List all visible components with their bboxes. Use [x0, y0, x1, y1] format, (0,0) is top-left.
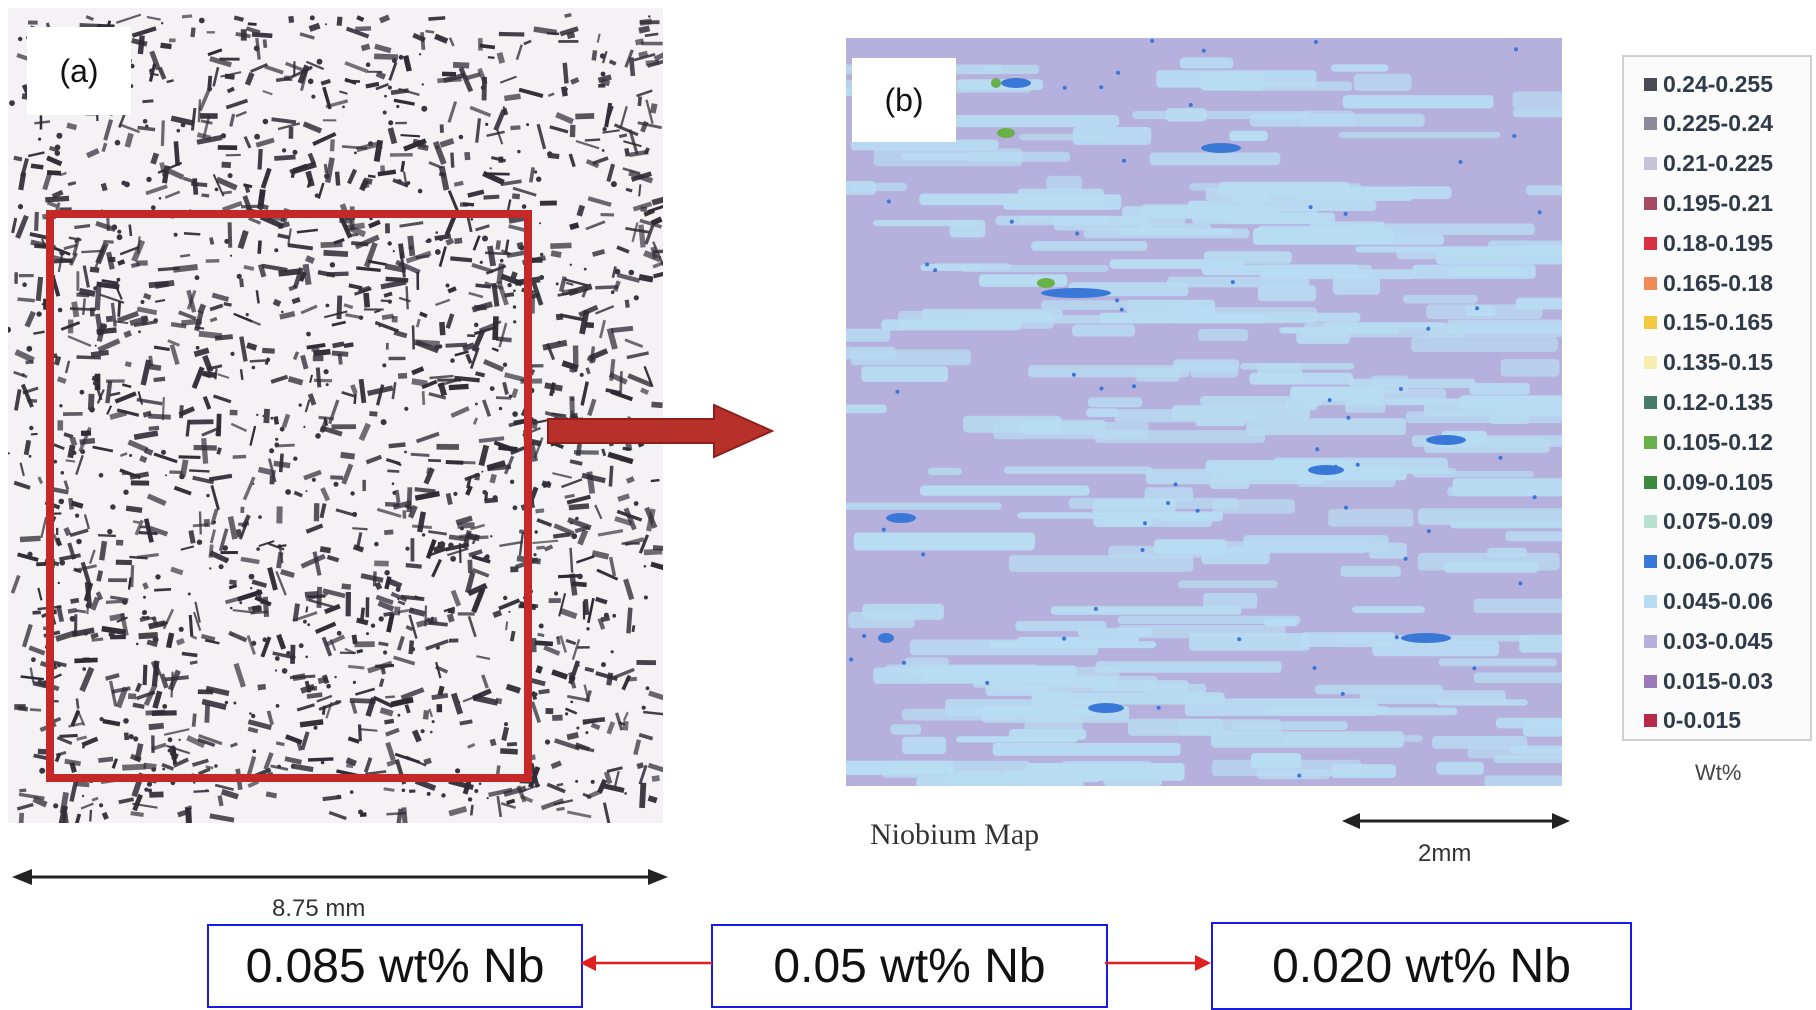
- map-caption: Niobium Map: [870, 818, 1040, 851]
- legend-item: 0.06-0.075: [1644, 547, 1773, 577]
- legend-swatch: [1644, 515, 1657, 529]
- legend-item: 0.015-0.03: [1644, 666, 1773, 696]
- highlight-box: [46, 210, 532, 782]
- legend-swatch: [1644, 435, 1657, 449]
- panel-a-tag: (a): [27, 27, 131, 115]
- legend-swatch: [1644, 236, 1657, 250]
- legend-item: 0.195-0.21: [1644, 188, 1773, 218]
- legend-label: 0.24-0.255: [1663, 70, 1773, 97]
- legend-swatch: [1644, 316, 1657, 330]
- legend-swatch: [1644, 117, 1657, 131]
- legend-label: 0.105-0.12: [1663, 428, 1773, 455]
- legend-label: 0.135-0.15: [1663, 349, 1773, 376]
- legend-item: 0.135-0.15: [1644, 348, 1773, 378]
- legend-label: 0.015-0.03: [1663, 667, 1773, 694]
- scale-label-a: 8.75 mm: [272, 895, 366, 922]
- legend-label: 0.15-0.165: [1663, 309, 1773, 336]
- legend-swatch: [1644, 196, 1657, 210]
- legend-label: 0-0.015: [1663, 707, 1742, 734]
- legend-label: 0.03-0.045: [1663, 627, 1773, 654]
- legend-swatch: [1644, 674, 1657, 688]
- legend-item: 0-0.015: [1644, 706, 1741, 736]
- legend-label: 0.12-0.135: [1663, 388, 1773, 415]
- scale-bar-a: [12, 869, 668, 885]
- nb-box-center: 0.05 wt% Nb: [711, 924, 1108, 1008]
- panel-b-tag: (b): [852, 58, 956, 142]
- legend-item: 0.18-0.195: [1644, 228, 1773, 258]
- scale-bar-b: [1342, 813, 1570, 829]
- legend-label: 0.195-0.21: [1663, 189, 1773, 216]
- legend-label: 0.18-0.195: [1663, 229, 1773, 256]
- niobium-map: [846, 38, 1562, 786]
- legend-label: 0.045-0.06: [1663, 587, 1773, 614]
- legend-label: 0.06-0.075: [1663, 548, 1773, 575]
- legend-label: 0.21-0.225: [1663, 150, 1773, 177]
- scale-label-b: 2mm: [1418, 840, 1472, 867]
- legend-item: 0.15-0.165: [1644, 308, 1773, 338]
- legend-item: 0.24-0.255: [1644, 69, 1773, 99]
- legend-swatch: [1644, 714, 1657, 728]
- micrograph-panel: [8, 8, 663, 823]
- legend-swatch: [1644, 555, 1657, 569]
- legend-item: 0.09-0.105: [1644, 467, 1773, 497]
- legend-item: 0.165-0.18: [1644, 268, 1773, 298]
- link-arrow-left: [580, 955, 712, 971]
- legend-label: 0.225-0.24: [1663, 110, 1773, 137]
- nb-box-right: 0.020 wt% Nb: [1211, 922, 1632, 1010]
- niobium-map-image: [846, 38, 1562, 786]
- legend-item: 0.045-0.06: [1644, 586, 1773, 616]
- legend-swatch: [1644, 157, 1657, 171]
- legend-item: 0.21-0.225: [1644, 149, 1773, 179]
- legend-swatch: [1644, 356, 1657, 370]
- legend-swatch: [1644, 594, 1657, 608]
- legend-label: 0.075-0.09: [1663, 508, 1773, 535]
- legend-item: 0.12-0.135: [1644, 387, 1773, 417]
- legend-item: 0.075-0.09: [1644, 507, 1773, 537]
- legend-unit: Wt%: [1695, 760, 1742, 785]
- legend-item: 0.105-0.12: [1644, 427, 1773, 457]
- link-arrow-right: [1105, 955, 1211, 971]
- nb-box-left: 0.085 wt% Nb: [207, 924, 583, 1008]
- legend-swatch: [1644, 475, 1657, 489]
- legend-swatch: [1644, 395, 1657, 409]
- legend-label: 0.165-0.18: [1663, 269, 1773, 296]
- legend-item: 0.03-0.045: [1644, 626, 1773, 656]
- micrograph-image: [8, 12, 663, 823]
- right-arrow: [547, 403, 775, 459]
- legend-item: 0.225-0.24: [1644, 109, 1773, 139]
- legend-swatch: [1644, 276, 1657, 290]
- legend-swatch: [1644, 634, 1657, 648]
- legend: 0.24-0.255 0.225-0.24 0.21-0.225 0.195-0.21…: [1622, 55, 1812, 741]
- legend-swatch: [1644, 77, 1657, 91]
- legend-label: 0.09-0.105: [1663, 468, 1773, 495]
